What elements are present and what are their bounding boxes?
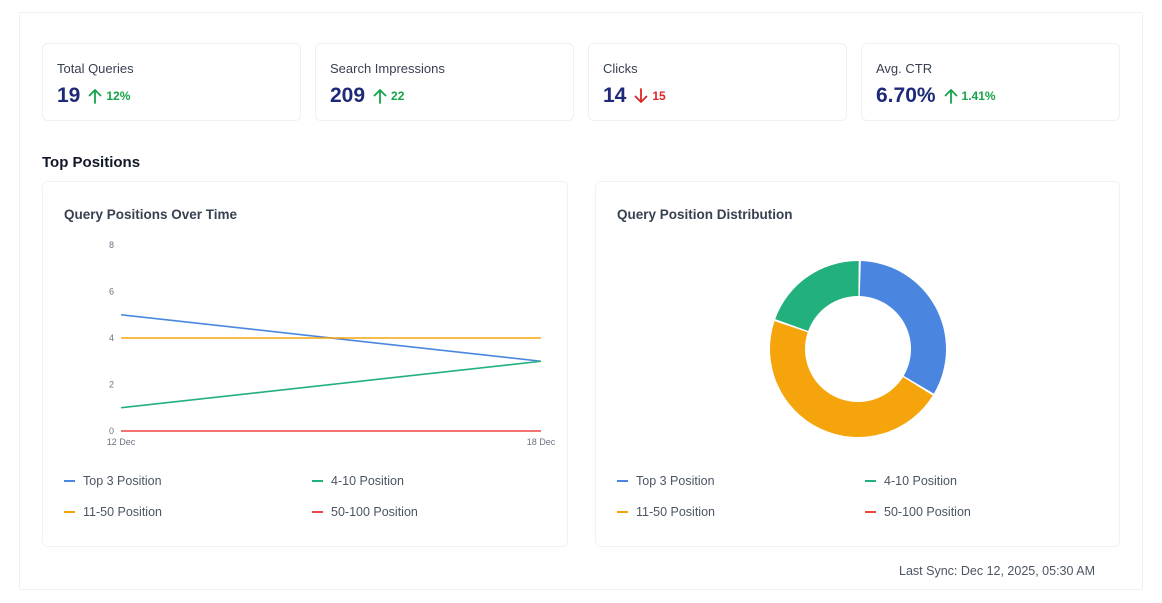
legend-item-top-3[interactable]: Top 3 Position <box>617 474 715 488</box>
stat-change: 22 <box>391 89 405 103</box>
legend-label: 11-50 Position <box>636 505 715 519</box>
stat-value: 14 <box>603 84 627 107</box>
y-tick-label: 4 <box>109 333 114 343</box>
stat-change: 1.41% <box>961 89 996 103</box>
donut-slice[interactable] <box>770 321 933 437</box>
legend-item-11-50[interactable]: 11-50 Position <box>64 505 162 519</box>
arrow-down-icon <box>634 88 648 103</box>
stat-label: Clicks <box>603 61 638 76</box>
stat-label: Search Impressions <box>330 61 445 76</box>
legend-item-4-10[interactable]: 4-10 Position <box>312 474 404 488</box>
y-tick-label: 6 <box>109 287 114 297</box>
legend-swatch <box>865 480 876 482</box>
legend-swatch <box>312 480 323 482</box>
x-tick-label: 12 Dec <box>107 437 136 447</box>
legend-item-4-10[interactable]: 4-10 Position <box>865 474 957 488</box>
last-sync-text: Last Sync: Dec 12, 2025, 05:30 AM <box>899 564 1095 578</box>
stat-value: 19 <box>57 84 81 107</box>
arrow-up-icon <box>373 89 387 104</box>
legend-label: 50-100 Position <box>884 505 971 519</box>
y-tick-label: 2 <box>109 380 114 390</box>
series-line <box>120 360 542 409</box>
legend-label: 11-50 Position <box>83 505 162 519</box>
stat-card-total-queries: Total Queries 19 12% <box>42 43 301 121</box>
stat-card-clicks: Clicks 14 15 <box>588 43 847 121</box>
x-tick-label: 18 Dec <box>527 437 556 447</box>
line-chart-panel: Query Positions Over Time 0 2 4 6 8 12 Dec 18 … <box>42 181 568 547</box>
stat-card-avg-ctr: Avg. CTR 6.70% 1.41% <box>861 43 1120 121</box>
stat-label: Total Queries <box>57 61 134 76</box>
legend-swatch <box>64 480 75 482</box>
stat-trend: 1.41% <box>944 88 996 104</box>
y-tick-label: 8 <box>109 240 114 250</box>
stat-change: 12% <box>106 89 131 103</box>
legend-swatch <box>617 511 628 513</box>
section-title: Top Positions <box>42 154 141 171</box>
arrow-up-icon <box>944 89 957 104</box>
stat-value: 209 <box>330 84 366 107</box>
stat-card-search-impressions: Search Impressions 209 22 <box>315 43 574 121</box>
y-tick-label: 0 <box>109 426 114 436</box>
legend-item-11-50[interactable]: 11-50 Position <box>617 505 715 519</box>
donut-slice[interactable] <box>775 261 859 331</box>
legend-item-50-100[interactable]: 50-100 Position <box>865 505 971 519</box>
panel-title: Query Positions Over Time <box>64 207 238 222</box>
legend-item-50-100[interactable]: 50-100 Position <box>312 505 418 519</box>
stat-trend: 22 <box>373 88 404 104</box>
donut-slice[interactable] <box>859 261 946 394</box>
stat-trend: 15 <box>634 88 666 104</box>
dashboard-container: Total Queries 19 12% Search Impressions … <box>19 12 1143 590</box>
stat-label: Avg. CTR <box>876 61 933 76</box>
legend-swatch <box>865 511 876 513</box>
donut-chart-panel: Query Position Distribution Top 3 Positi… <box>595 181 1120 547</box>
legend-label: 50-100 Position <box>331 505 418 519</box>
stat-trend: 12% <box>88 88 130 104</box>
donut-chart <box>770 261 946 437</box>
legend-swatch <box>312 511 323 513</box>
legend-label: Top 3 Position <box>83 474 162 488</box>
line-chart: 0 2 4 6 8 12 Dec 18 Dec <box>107 240 556 447</box>
legend-item-top-3[interactable]: Top 3 Position <box>64 474 162 488</box>
legend-swatch <box>617 480 628 482</box>
legend-label: 4-10 Position <box>331 474 404 488</box>
stat-value: 6.70% <box>876 84 936 107</box>
arrow-up-icon <box>88 89 102 104</box>
stat-change: 15 <box>652 89 666 103</box>
legend-swatch <box>64 511 75 513</box>
legend-label: 4-10 Position <box>884 474 957 488</box>
panel-title: Query Position Distribution <box>617 207 793 222</box>
legend-label: Top 3 Position <box>636 474 715 488</box>
